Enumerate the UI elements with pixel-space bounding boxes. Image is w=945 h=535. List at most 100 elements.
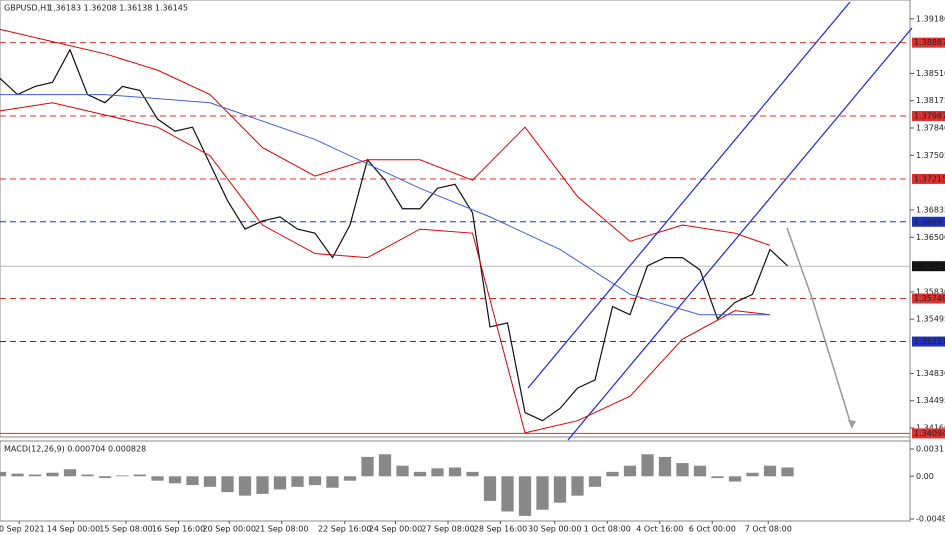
x-tick-label: 16 Sep 16:00 [152,525,205,534]
macd-bar [361,456,374,477]
x-tick-label: 20 Sep 00:00 [203,525,256,534]
x-tick-label: 6 Oct 00:00 [689,525,736,534]
level-label: 1.3669 [914,217,942,226]
level-label: 1.35749 [914,294,945,303]
macd-bar [641,454,654,477]
macd-bar [781,467,794,477]
macd-bar [308,476,322,486]
ohlc-values: 1.36183 1.36208 1.36138 1.36145 [48,4,188,13]
price-tag [912,261,945,272]
macd-bar [28,474,42,477]
x-tick-label: 14 Sep 00:00 [47,525,100,534]
macd-bar [413,471,427,477]
macd-bar [326,476,339,488]
macd-bar [466,471,479,477]
macd-bar [133,474,147,477]
price-panel [0,0,911,438]
level-tag [912,173,945,184]
macd-bar [168,476,182,484]
x-tick-label: 4 Oct 16:00 [636,525,683,534]
x-tick-label: 1 Oct 08:00 [584,525,631,534]
x-tick-label: 24 Sep 00:00 [369,525,422,534]
level-label: 1.34094 [914,429,945,438]
price-series [0,28,771,246]
y-tick-label: 1.37505 [916,151,945,160]
macd-bar [238,476,252,496]
macd-bar [273,476,287,490]
macd-bar [483,476,497,501]
level-label: 1.37987 [914,112,945,121]
macd-bar [676,463,689,477]
macd-panel [0,440,911,522]
macd-bar [116,475,129,477]
macd-tick-label: 0.00 [916,472,934,481]
y-tick-label: 1.36835 [916,205,945,214]
macd-bar [11,473,24,477]
y-tick-label: 1.34830 [916,369,945,378]
level-tag [912,37,945,48]
macd-bar [81,474,94,477]
y-tick-label: 1.34495 [916,396,945,405]
macd-bar [221,476,234,493]
x-tick-label: 7 Oct 08:00 [745,525,792,534]
macd-bar [63,469,77,477]
x-tick-label: 21 Sep 08:00 [255,525,308,534]
arrow-head [848,420,856,428]
x-tick-label: 10 Sep 2021 [0,525,45,534]
macd-bar [98,476,112,479]
macd-bar [291,476,304,487]
level-label: 1.38887 [914,38,945,47]
level-label: 1.35221 [914,337,945,346]
macd-bar [151,476,164,481]
price-series [0,94,770,316]
macd-bar [658,456,672,477]
x-tick-label: 27 Sep 08:00 [421,525,474,534]
macd-bar [606,471,619,477]
level-tag [912,336,945,347]
y-tick-label: 1.39180 [916,14,945,23]
macd-bar [571,476,584,496]
price-series [0,48,788,422]
macd-bar [256,476,269,494]
y-tick-label: 1.38510 [916,69,945,78]
price-series [0,102,771,434]
price-label: 1.36145 [914,262,945,271]
y-tick-label: 1.35830 [916,287,945,296]
y-tick-label: 1.36500 [916,233,945,242]
macd-bar [746,472,759,477]
x-tick-label: 30 Sep 00:00 [528,525,581,534]
level-tag [912,293,945,304]
macd-bar [448,467,462,477]
x-tick-label: 28 Sep 16:00 [474,525,527,534]
macd-bar [728,476,742,482]
channel-line [567,27,913,441]
macd-bar [501,476,514,512]
marks [0,18,914,524]
x-tick-label: 22 Sep 16:00 [318,525,371,534]
macd-bar [0,471,7,477]
x-tick-label: 15 Sep 08:00 [99,525,152,534]
y-tick-label: 1.38175 [916,96,945,105]
macd-bar [553,476,567,503]
macd-bar [763,465,777,477]
macd-bar [693,465,707,477]
macd-tick-label: 0.0031 [916,445,944,454]
macd-bar [343,476,357,481]
macd-bar [431,468,444,477]
macd-bar [536,476,549,510]
level-tag [912,111,945,122]
macd-bar [518,476,532,516]
level-tag [912,428,945,439]
y-tick-label: 1.35495 [916,315,945,324]
macd-label: MACD(12,26,9) 0.000704 0.000828 [4,445,146,454]
macd-bar [623,465,637,477]
macd-bar [203,476,217,487]
y-tick-label: 1.37840 [916,124,945,133]
channel-line [527,1,851,389]
level-label: 1.37215 [914,174,945,183]
level-tag [912,216,945,227]
macd-bar [396,465,409,477]
macd-bar [711,476,724,479]
